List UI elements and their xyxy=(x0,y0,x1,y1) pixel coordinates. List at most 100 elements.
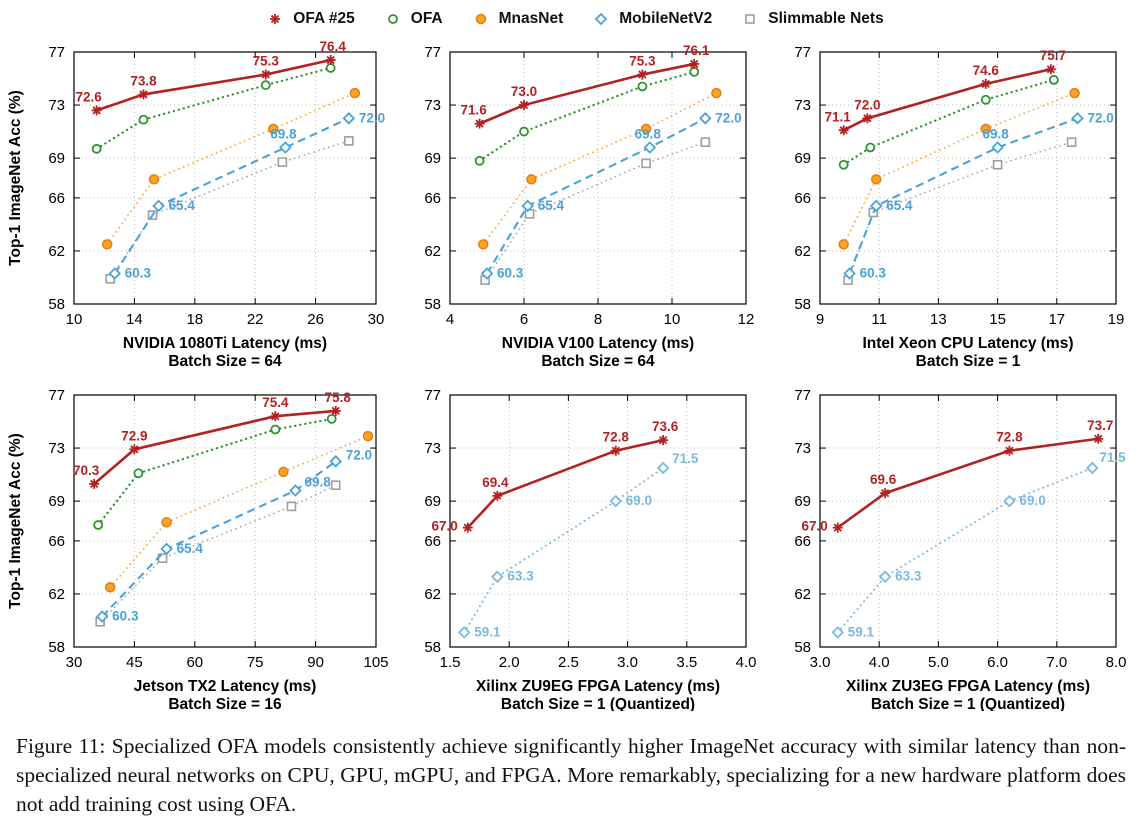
svg-text:6: 6 xyxy=(520,311,528,328)
point-label: 72.6 xyxy=(76,89,103,104)
series-mobilenetv2: 60.3 65.4 69.8 72.0 xyxy=(843,110,1114,280)
point-label: 69.4 xyxy=(482,475,509,490)
svg-text:77: 77 xyxy=(424,387,441,404)
point-label: 69.8 xyxy=(982,126,1009,141)
gridlines xyxy=(449,394,747,648)
point-label: 72.9 xyxy=(121,428,147,443)
svg-text:3.0: 3.0 xyxy=(617,654,638,671)
series-mnasnet xyxy=(478,87,722,250)
svg-text:73: 73 xyxy=(424,97,441,114)
svg-text:69: 69 xyxy=(794,493,811,510)
svg-text:10: 10 xyxy=(66,311,83,328)
y-axis-title: Top-1 ImageNet Acc (%) xyxy=(7,90,24,266)
svg-text:12: 12 xyxy=(738,311,755,328)
point-label: 71.1 xyxy=(825,109,852,124)
point-label: 69.8 xyxy=(304,474,331,489)
plot-border xyxy=(449,394,747,648)
series-mnasnet xyxy=(838,87,1080,250)
legend-label: MobileNetV2 xyxy=(619,10,713,27)
series-ofa xyxy=(474,66,700,166)
plot-border xyxy=(73,394,377,648)
point-label: 69.0 xyxy=(1019,493,1045,508)
y-axis: 58 62 66 69 73 77 xyxy=(794,387,1116,656)
point-label: 63.3 xyxy=(895,569,922,584)
series-mnasnet xyxy=(104,430,374,593)
svg-text:2.0: 2.0 xyxy=(499,654,520,671)
point-label: 69.0 xyxy=(626,493,652,508)
svg-text:30: 30 xyxy=(66,654,83,671)
x-axis: 10 14 18 22 26 30 xyxy=(66,52,385,328)
svg-text:73: 73 xyxy=(794,97,811,114)
legend-item-mobilenetv2: MobileNetV2 xyxy=(589,10,712,28)
svg-text:69: 69 xyxy=(794,150,811,167)
chart-panel-6: 3.0 4.0 5.0 6.0 7.0 8.0 58 62 66 69 73 77 59.1 63.3 69… xyxy=(772,379,1132,716)
slimmable-nets-marker-icon xyxy=(745,14,756,24)
legend: OFA #25 OFA MnasNet MobileNetV2 Slimmable Ne… xyxy=(0,6,1147,32)
svg-text:90: 90 xyxy=(307,654,324,671)
svg-text:Batch Size = 1 (Quantized): Batch Size = 1 (Quantized) xyxy=(871,696,1065,711)
series-ofa xyxy=(838,74,1059,170)
point-label: 60.3 xyxy=(860,265,887,280)
svg-text:1.5: 1.5 xyxy=(440,654,461,671)
y-axis: 58 62 66 69 73 77 xyxy=(424,387,746,656)
svg-text:69: 69 xyxy=(424,150,441,167)
point-label: 75.3 xyxy=(253,54,280,69)
chart-jetson-tx2: 30 45 60 75 90 105 58 62 66 69 73 77 60.3 65.4 69.8 72.… xyxy=(7,387,389,713)
svg-text:66: 66 xyxy=(424,190,441,207)
point-label: 72.0 xyxy=(1088,110,1114,125)
chart-xilinx-zu3eg-fpga: 3.0 4.0 5.0 6.0 7.0 8.0 58 62 66 69 73 77 59.1 63.3 69… xyxy=(794,387,1126,713)
point-label: 60.3 xyxy=(497,265,524,280)
svg-text:73: 73 xyxy=(794,440,811,457)
point-label: 60.3 xyxy=(112,608,139,623)
chart-panel-4: 30 45 60 75 90 105 58 62 66 69 73 77 60.3 65.4 69.8 72.… xyxy=(4,379,392,716)
ofa-25-marker-icon xyxy=(270,14,281,24)
point-label: 67.0 xyxy=(801,519,827,534)
svg-text:58: 58 xyxy=(48,296,65,313)
point-label: 65.4 xyxy=(169,198,196,213)
figure-caption: Figure 11: Specialized OFA models consis… xyxy=(16,734,1126,817)
x-axis: 9 11 13 15 17 19 xyxy=(816,52,1125,328)
y-axis: 58 62 66 69 73 77 xyxy=(424,44,746,313)
svg-text:30: 30 xyxy=(368,311,385,328)
svg-text:105: 105 xyxy=(363,654,388,671)
point-label: 73.8 xyxy=(130,73,157,88)
series-slimmable-nets xyxy=(480,137,711,285)
svg-text:8: 8 xyxy=(594,311,602,328)
series-mobilenetv2: 60.3 65.4 69.8 72.0 xyxy=(95,447,372,623)
svg-text:66: 66 xyxy=(794,533,811,550)
svg-text:2.5: 2.5 xyxy=(558,654,579,671)
legend-label: MnasNet xyxy=(498,10,564,27)
series-ofa-25: 71.172.0 74.6 75.7 xyxy=(825,48,1066,136)
chart-xilinx-zu9eg-fpga: 1.5 2.0 2.5 3.0 3.5 4.0 58 62 66 69 73 77 59.1 63.3 69… xyxy=(424,387,756,713)
y-axis: 58 62 66 69 73 77 xyxy=(794,44,1116,313)
series-slimmable-nets xyxy=(95,480,341,627)
point-label: 72.8 xyxy=(996,430,1023,445)
svg-text:77: 77 xyxy=(794,387,811,404)
chart-nvidia-v100: 4 6 8 10 1258626669737760.365.469.872.071.67… xyxy=(424,43,755,370)
x-axis: 1.5 2.0 2.5 3.0 3.5 4.0 xyxy=(440,395,756,671)
point-label: 75.3 xyxy=(629,54,656,69)
svg-text:77: 77 xyxy=(424,44,441,61)
x-axis-title: NVIDIA 1080Ti Latency (ms)Batch Size = 6… xyxy=(123,335,327,370)
point-label: 74.6 xyxy=(973,63,1000,78)
svg-text:19: 19 xyxy=(1108,311,1125,328)
point-label: 59.1 xyxy=(474,624,501,639)
svg-text:58: 58 xyxy=(424,296,441,313)
y-axis: 58 62 66 69 73 77 xyxy=(48,44,376,313)
svg-text:62: 62 xyxy=(794,243,811,260)
svg-text:11: 11 xyxy=(871,311,887,328)
svg-text:7.0: 7.0 xyxy=(1046,654,1067,671)
svg-text:77: 77 xyxy=(794,44,811,61)
svg-text:58: 58 xyxy=(48,639,65,656)
svg-text:Batch Size = 1 (Quantized): Batch Size = 1 (Quantized) xyxy=(501,696,695,711)
x-axis: 4 6 8 10 12 xyxy=(446,52,755,328)
chart-panel-3: 9 11 13 15 17 19 58 62 66 69 73 77 60.3 65.4 69.8 72.0 7… xyxy=(772,36,1132,373)
point-label: 69.8 xyxy=(270,126,297,141)
ofa-marker-icon xyxy=(387,14,398,24)
x-axis-title: NVIDIA V100 Latency (ms)Batch Size = 64 xyxy=(502,335,694,370)
gridlines xyxy=(449,51,747,305)
point-label: 60.3 xyxy=(125,265,152,280)
point-label: 72.0 xyxy=(854,97,880,112)
svg-text:5.0: 5.0 xyxy=(928,654,949,671)
